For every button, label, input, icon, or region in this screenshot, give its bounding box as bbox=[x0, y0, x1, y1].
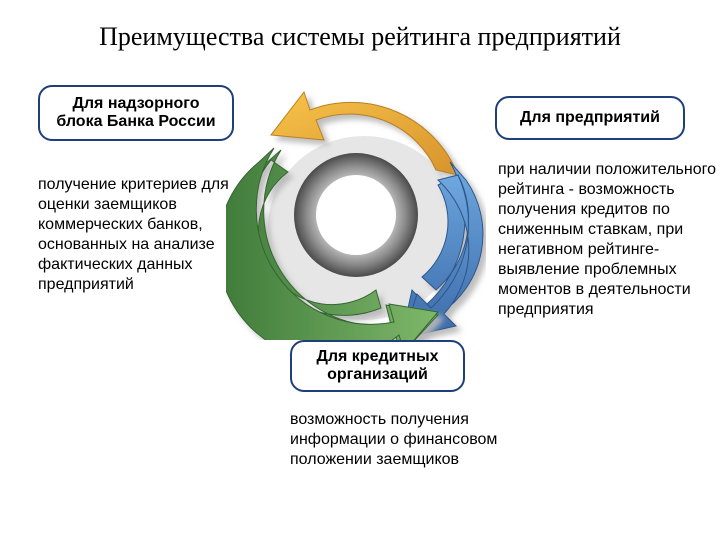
slide: Преимущества системы рейтинга предприяти… bbox=[0, 0, 720, 540]
body-enterprises: при наличии положительного рейтинга - во… bbox=[498, 160, 718, 320]
inner-ring bbox=[294, 153, 418, 277]
body-credit-orgs: возможность получения информации о финан… bbox=[290, 410, 520, 470]
body-supervisory: получение критериев для оценки заемщиков… bbox=[38, 175, 233, 295]
box-enterprises: Для предприятий bbox=[495, 96, 685, 140]
box-supervisory: Для надзорного блока Банка России bbox=[38, 85, 234, 141]
cycle-diagram bbox=[226, 80, 486, 340]
box-credit-orgs: Для кредитных организаций bbox=[290, 340, 465, 392]
page-title: Преимущества системы рейтинга предприяти… bbox=[0, 22, 720, 52]
